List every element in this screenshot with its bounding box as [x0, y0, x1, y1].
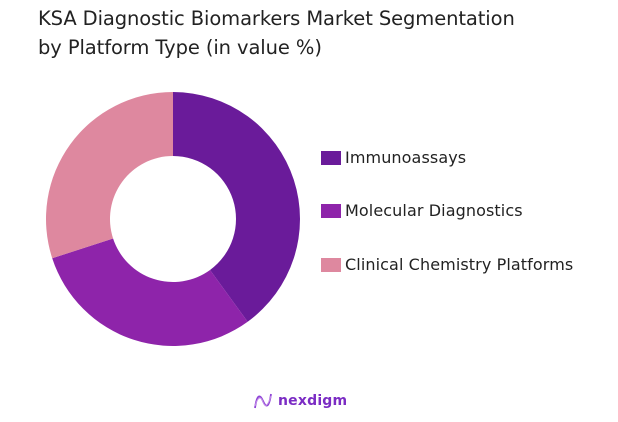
legend-label: Clinical Chemistry Platforms — [345, 255, 574, 274]
donut-slices — [46, 92, 300, 346]
legend-swatch — [321, 257, 341, 272]
legend-label: Molecular Diagnostics — [345, 201, 523, 220]
chart-title: KSA Diagnostic Biomarkers Market Segment… — [38, 4, 515, 62]
donut-slice-molecular-diagnostics — [52, 238, 248, 346]
nexdigm-wave-logo-icon — [254, 393, 272, 409]
chart-title-line-2: by Platform Type (in value %) — [38, 36, 322, 59]
brand-name: nexdigm — [278, 393, 348, 409]
legend-item-immunoassays: Immunoassays — [321, 148, 466, 167]
legend-label: Immunoassays — [345, 148, 467, 167]
donut-slice-immunoassays — [173, 92, 300, 322]
legend-item-molecular-diagnostics: Molecular Diagnostics — [321, 201, 523, 220]
legend-swatch — [321, 203, 341, 218]
legend-swatch — [321, 150, 341, 165]
donut-slice-clinical-chemistry-platforms — [46, 92, 174, 259]
legend-item-clinical-chemistry-platforms: Clinical Chemistry Platforms — [321, 255, 573, 274]
brand-logo: nexdigm — [253, 392, 347, 410]
chart-title-line-1: KSA Diagnostic Biomarkers Market Segment… — [38, 7, 515, 30]
